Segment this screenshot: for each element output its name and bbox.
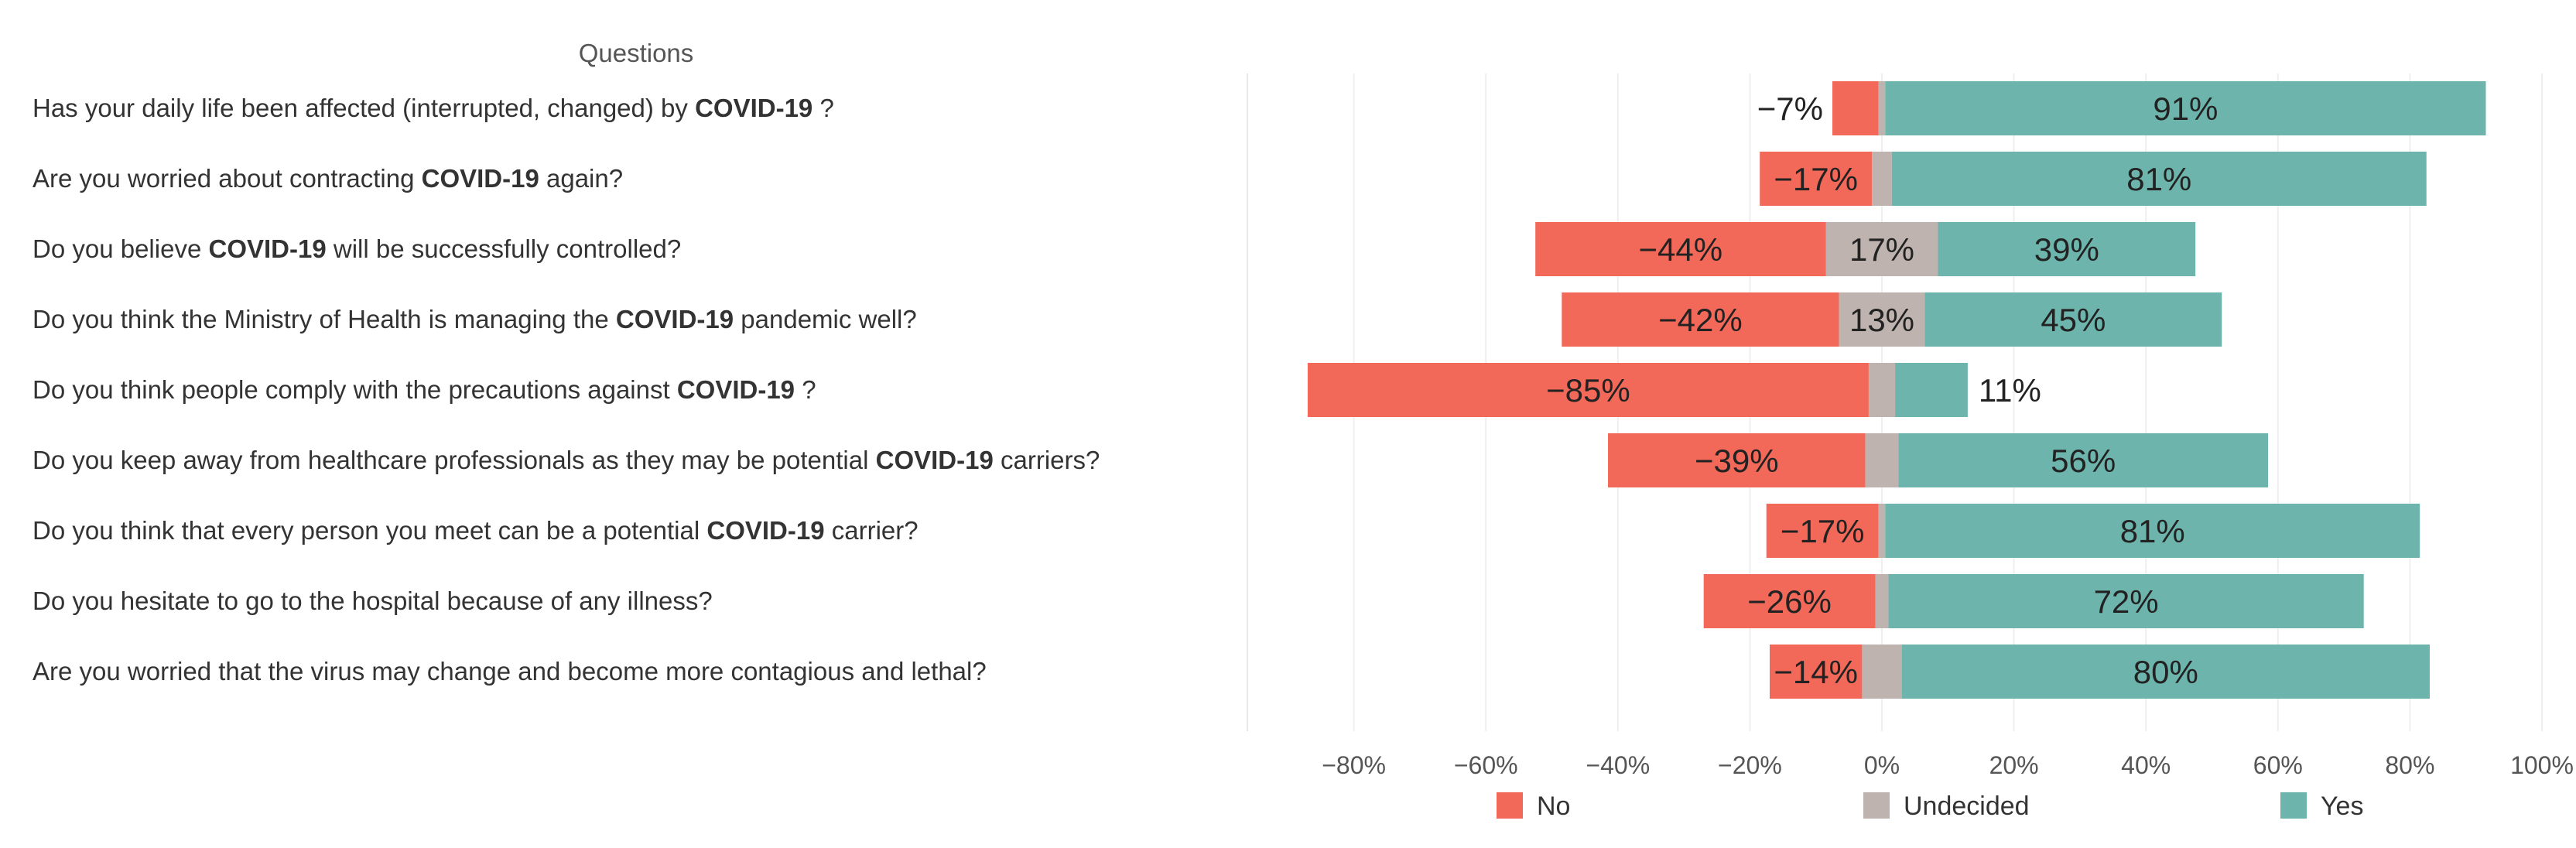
question-label-8: Are you worried that the virus may chang… xyxy=(32,657,987,686)
data-label-yes-7: 72% xyxy=(2094,583,2159,620)
bar-no-8 xyxy=(1769,645,1863,699)
x-tick-label-3: −20% xyxy=(1718,751,1782,779)
question-label-6: Do you think that every person you meet … xyxy=(32,516,919,545)
legend-swatch-no xyxy=(1497,792,1523,819)
bar-undecided-8 xyxy=(1862,645,1902,699)
x-tick-label-8: 80% xyxy=(2385,751,2434,779)
x-tick-label-7: 60% xyxy=(2253,751,2303,779)
question-label-3: Do you think the Ministry of Health is m… xyxy=(32,305,917,333)
legend: No Undecided Yes xyxy=(1497,792,2363,821)
bar-yes-8 xyxy=(1901,645,2430,699)
data-label-yes-5: 56% xyxy=(2051,443,2116,479)
question-label-7: Do you hesitate to go to the hospital be… xyxy=(32,586,713,615)
bar-undecided-4 xyxy=(1868,363,1896,417)
data-labels: −7% 91% −17% 81% −44% 17% 39% −42% 13% 45% −85% 11%… xyxy=(1546,91,2218,690)
legend-swatch-yes xyxy=(2280,792,2307,819)
bar-no-0 xyxy=(1832,81,1879,135)
bar-yes-2 xyxy=(1938,222,2196,276)
legend-label-undecided: Undecided xyxy=(1904,792,2030,821)
bar-no-3 xyxy=(1562,292,1839,347)
bar-yes-4 xyxy=(1895,363,1968,417)
data-label-yes-4: 11% xyxy=(1979,372,2041,409)
bar-undecided-3 xyxy=(1839,292,1925,347)
x-tick-label-9: 100% xyxy=(2510,751,2574,779)
bar-no-5 xyxy=(1608,433,1866,487)
bar-yes-5 xyxy=(1898,433,2269,487)
x-tick-label-4: 0% xyxy=(1864,751,1900,779)
data-label-no-4: −85% xyxy=(1546,372,1630,409)
legend-label-yes: Yes xyxy=(2321,792,2363,821)
bar-no-4 xyxy=(1307,363,1869,417)
bar-undecided-7 xyxy=(1875,574,1889,628)
data-label-yes-1: 81% xyxy=(2126,161,2191,197)
question-label-0: Has your daily life been affected (inter… xyxy=(32,94,834,122)
bar-yes-6 xyxy=(1885,504,2420,558)
bar-no-1 xyxy=(1760,152,1873,206)
question-labels: Has your daily life been affected (inter… xyxy=(32,94,1100,686)
x-tick-label-0: −80% xyxy=(1322,751,1386,779)
data-label-no-1: −17% xyxy=(1774,161,1858,197)
data-label-no-8: −14% xyxy=(1774,654,1858,690)
legend-swatch-undecided xyxy=(1863,792,1890,819)
data-label-yes-3: 45% xyxy=(2041,302,2106,338)
question-label-1: Are you worried about contracting COVID-… xyxy=(32,164,623,193)
data-label-no-3: −42% xyxy=(1658,302,1743,338)
legend-label-no: No xyxy=(1537,792,1570,821)
data-label-yes-6: 81% xyxy=(2120,513,2185,549)
data-label-no-0: −7% xyxy=(1757,91,1823,127)
bar-undecided-1 xyxy=(1872,152,1892,206)
data-label-no-5: −39% xyxy=(1695,443,1779,479)
bar-yes-1 xyxy=(1891,152,2427,206)
bar-undecided-5 xyxy=(1865,433,1899,487)
bars xyxy=(1307,81,2486,699)
x-tick-label-6: 40% xyxy=(2121,751,2171,779)
data-label-no-6: −17% xyxy=(1781,513,1865,549)
bar-yes-0 xyxy=(1885,81,2486,135)
bar-no-6 xyxy=(1766,504,1879,558)
data-label-no-2: −44% xyxy=(1639,231,1723,268)
data-label-yes-2: 39% xyxy=(2034,231,2099,268)
x-tick-label-2: −40% xyxy=(1586,751,1650,779)
question-label-4: Do you think people comply with the prec… xyxy=(32,375,816,404)
question-label-5: Do you keep away from healthcare profess… xyxy=(32,446,1100,474)
data-label-undecided-2: 17% xyxy=(1849,231,1914,268)
bar-yes-3 xyxy=(1924,292,2222,347)
bar-undecided-0 xyxy=(1878,81,1886,135)
bar-yes-7 xyxy=(1888,574,2364,628)
x-tick-label-1: −60% xyxy=(1454,751,1518,779)
question-label-2: Do you believe COVID-19 will be successf… xyxy=(32,234,681,263)
bar-undecided-2 xyxy=(1825,222,1938,276)
x-tick-label-5: 20% xyxy=(1989,751,2039,779)
bar-undecided-6 xyxy=(1878,504,1886,558)
data-label-undecided-3: 13% xyxy=(1849,302,1914,338)
bar-no-7 xyxy=(1703,574,1876,628)
questions-header: Questions xyxy=(579,39,694,67)
bar-no-2 xyxy=(1535,222,1826,276)
x-axis-ticks: −80% −60% −40% −20% 0% 20% 40% 60% 80% 100% xyxy=(1322,751,2574,779)
data-label-no-7: −26% xyxy=(1747,583,1832,620)
data-label-yes-0: 91% xyxy=(2153,91,2218,127)
data-label-yes-8: 80% xyxy=(2133,654,2198,690)
